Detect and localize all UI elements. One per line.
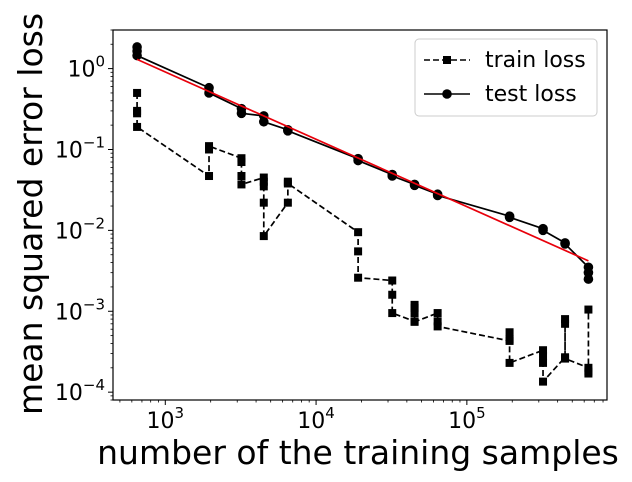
train-loss-point — [539, 358, 548, 367]
series-line-fit — [136, 58, 589, 262]
train-loss-point — [354, 228, 363, 237]
train-loss-point — [133, 122, 142, 131]
y-tick-base: 10 — [55, 300, 83, 325]
train-loss-point — [539, 351, 548, 360]
train-loss-point — [388, 290, 397, 299]
y-axis-label: mean squared error loss — [11, 13, 50, 415]
train-loss-point — [259, 182, 268, 191]
train-loss-point — [354, 273, 363, 282]
train-loss-point — [354, 247, 363, 256]
test-loss-point — [236, 108, 247, 119]
y-tick-label: 10−4 — [55, 376, 105, 406]
train-loss-point — [259, 177, 268, 186]
train-loss-point — [237, 172, 246, 181]
train-loss-point — [584, 305, 593, 314]
test-loss-point — [132, 50, 142, 61]
y-tick-label: 100 — [67, 53, 105, 83]
x-tick-exponent: 3 — [175, 404, 185, 422]
test-loss-point — [353, 155, 363, 166]
train-loss-point — [133, 88, 142, 97]
train-loss-point — [505, 358, 514, 367]
test-loss-point — [258, 116, 269, 127]
train-loss-point — [205, 142, 214, 151]
train-loss-point — [410, 309, 419, 318]
train-loss-point — [259, 173, 268, 182]
y-tick-exponent: 0 — [95, 53, 105, 71]
train-loss-point — [505, 328, 514, 337]
x-tick-base: 10 — [448, 409, 476, 434]
test-loss-point — [583, 274, 594, 284]
x-tick-label: 104 — [297, 404, 335, 434]
x-tick-base: 10 — [147, 409, 175, 434]
series-layer — [132, 42, 594, 386]
x-tick-exponent: 4 — [325, 404, 335, 422]
x-tick-label: 103 — [147, 404, 185, 434]
legend-box — [414, 38, 598, 117]
train-loss-point — [561, 319, 570, 328]
train-loss-point — [410, 300, 419, 309]
train-loss-point — [433, 317, 442, 326]
train-loss-point — [539, 377, 548, 386]
y-tick-base: 10 — [67, 58, 95, 83]
y-tick-exponent: −2 — [83, 214, 105, 232]
train-loss-point — [410, 317, 419, 326]
y-tick-exponent: −1 — [83, 133, 105, 151]
train-loss-point — [283, 179, 292, 188]
train-loss-point — [561, 354, 570, 363]
y-tick-base: 10 — [55, 138, 83, 163]
legend-train-marker — [443, 56, 451, 64]
legend-test-marker — [442, 89, 452, 99]
y-tick-exponent: −3 — [83, 295, 105, 313]
train-loss-point — [259, 198, 268, 207]
test-loss-point — [538, 225, 548, 236]
train-loss-point — [133, 109, 142, 118]
x-axis-label: number of the training samples — [97, 433, 619, 472]
y-tick-label: 10−3 — [55, 295, 105, 325]
x-tick-base: 10 — [297, 409, 325, 434]
test-loss-point — [504, 212, 515, 223]
y-tick-label: 10−1 — [55, 133, 105, 163]
y-tick-label: 10−2 — [55, 214, 105, 244]
train-loss-point — [237, 180, 246, 189]
train-loss-point — [433, 309, 442, 318]
x-tick-label: 105 — [448, 404, 486, 434]
legend-train-label: train loss — [485, 48, 586, 73]
y-tick-base: 10 — [55, 219, 83, 244]
train-loss-point — [237, 158, 246, 167]
plot-frame — [112, 29, 608, 401]
legend: train loss test loss — [414, 38, 598, 117]
train-loss-point — [388, 276, 397, 285]
train-loss-point — [388, 309, 397, 318]
legend-entry-test-loss: test loss — [424, 82, 577, 107]
legend-test-label: test loss — [485, 82, 577, 107]
test-loss-point — [560, 239, 570, 249]
train-loss-point — [561, 315, 570, 324]
train-loss-point — [433, 322, 442, 331]
legend-entry-train-loss: train loss — [424, 48, 586, 73]
train-loss-point — [205, 172, 214, 181]
train-loss-point — [584, 367, 593, 376]
train-loss-point — [283, 198, 292, 207]
x-tick-exponent: 5 — [476, 404, 486, 422]
train-loss-point — [505, 335, 514, 344]
train-loss-point — [539, 346, 548, 355]
series-line-train-loss — [136, 92, 590, 383]
y-tick-exponent: −4 — [83, 376, 105, 394]
y-tick-base: 10 — [55, 381, 83, 406]
train-loss-point — [259, 232, 268, 241]
